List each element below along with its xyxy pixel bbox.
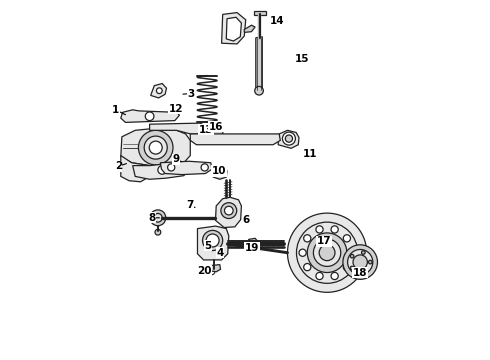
- Circle shape: [307, 233, 347, 273]
- Polygon shape: [248, 238, 258, 251]
- Circle shape: [155, 229, 161, 235]
- Circle shape: [316, 226, 323, 233]
- Text: 10: 10: [212, 166, 226, 176]
- Polygon shape: [254, 11, 266, 15]
- Circle shape: [168, 164, 175, 171]
- Circle shape: [224, 206, 233, 215]
- Circle shape: [288, 213, 367, 292]
- Circle shape: [314, 239, 341, 266]
- Polygon shape: [278, 130, 299, 148]
- Text: 5: 5: [205, 240, 212, 251]
- Text: 20: 20: [197, 266, 212, 276]
- Circle shape: [201, 164, 208, 171]
- Circle shape: [213, 124, 218, 129]
- Circle shape: [150, 210, 166, 226]
- Circle shape: [153, 213, 162, 222]
- Polygon shape: [213, 168, 227, 179]
- Text: 8: 8: [148, 213, 156, 223]
- Circle shape: [343, 264, 350, 271]
- Circle shape: [353, 255, 368, 269]
- Circle shape: [149, 141, 162, 154]
- Circle shape: [348, 249, 355, 256]
- Text: 19: 19: [245, 243, 259, 253]
- Text: 7: 7: [187, 200, 194, 210]
- Circle shape: [350, 255, 354, 258]
- Circle shape: [202, 230, 222, 251]
- Text: 1: 1: [112, 105, 119, 115]
- Circle shape: [145, 112, 154, 121]
- Text: 12: 12: [169, 104, 183, 114]
- Circle shape: [350, 266, 354, 270]
- Circle shape: [362, 270, 365, 274]
- Text: 4: 4: [216, 248, 223, 258]
- Text: 17: 17: [317, 236, 332, 246]
- Circle shape: [347, 249, 373, 275]
- Polygon shape: [212, 126, 223, 136]
- Text: 6: 6: [242, 215, 249, 225]
- Polygon shape: [245, 25, 255, 32]
- Circle shape: [158, 166, 167, 174]
- Circle shape: [299, 249, 306, 256]
- Circle shape: [331, 273, 338, 280]
- Circle shape: [319, 245, 335, 261]
- Circle shape: [331, 226, 338, 233]
- Circle shape: [296, 222, 358, 283]
- Circle shape: [282, 132, 295, 145]
- Text: 16: 16: [209, 122, 223, 132]
- Circle shape: [176, 165, 184, 172]
- Circle shape: [206, 234, 219, 247]
- Circle shape: [368, 260, 372, 264]
- Polygon shape: [149, 123, 207, 134]
- Circle shape: [156, 88, 162, 94]
- Polygon shape: [256, 37, 262, 90]
- Text: 18: 18: [353, 268, 368, 278]
- Circle shape: [304, 235, 311, 242]
- Circle shape: [144, 136, 167, 159]
- Circle shape: [255, 86, 263, 95]
- Circle shape: [316, 273, 323, 280]
- Circle shape: [304, 264, 311, 271]
- Polygon shape: [151, 84, 167, 98]
- Polygon shape: [133, 163, 189, 179]
- Text: 9: 9: [172, 154, 179, 164]
- Circle shape: [362, 251, 365, 254]
- Polygon shape: [190, 134, 280, 145]
- Polygon shape: [226, 17, 242, 41]
- Text: 11: 11: [302, 149, 317, 159]
- Text: 15: 15: [294, 54, 309, 64]
- Polygon shape: [197, 226, 229, 260]
- Polygon shape: [121, 129, 190, 166]
- Polygon shape: [216, 197, 242, 228]
- Circle shape: [221, 203, 237, 219]
- Circle shape: [343, 245, 377, 279]
- Polygon shape: [210, 265, 220, 272]
- Polygon shape: [121, 156, 149, 182]
- Circle shape: [210, 122, 221, 132]
- Text: 2: 2: [115, 161, 122, 171]
- Circle shape: [139, 130, 173, 165]
- Text: 14: 14: [270, 16, 284, 26]
- Circle shape: [343, 235, 350, 242]
- Text: 13: 13: [199, 125, 213, 135]
- Polygon shape: [121, 110, 179, 122]
- Polygon shape: [221, 13, 245, 44]
- Polygon shape: [160, 161, 212, 175]
- Text: 3: 3: [187, 89, 195, 99]
- Circle shape: [285, 135, 293, 142]
